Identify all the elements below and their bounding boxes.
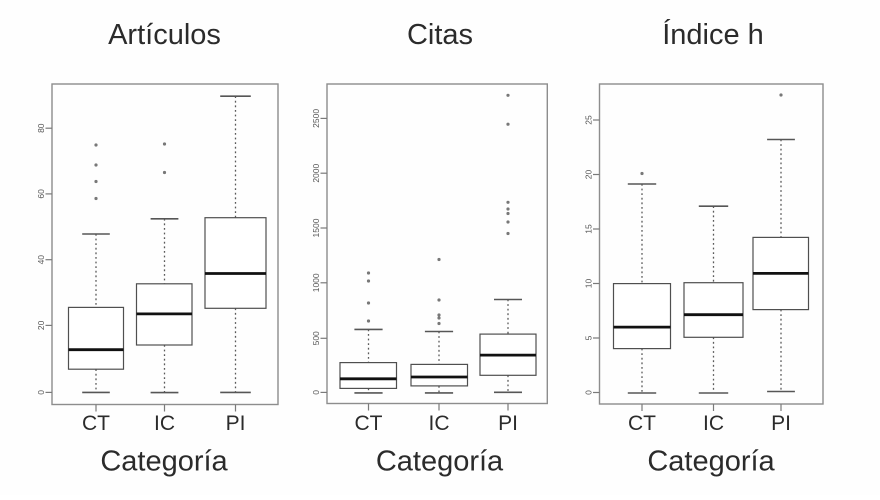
svg-text:20: 20	[36, 320, 46, 330]
svg-text:0: 0	[36, 390, 46, 395]
svg-text:10: 10	[584, 279, 594, 289]
svg-text:Artículos: Artículos	[108, 19, 221, 51]
svg-text:15: 15	[584, 224, 594, 234]
svg-text:40: 40	[36, 255, 46, 265]
svg-text:CT: CT	[355, 412, 383, 435]
svg-text:2500: 2500	[311, 109, 321, 128]
svg-text:IC: IC	[154, 412, 175, 435]
svg-text:IC: IC	[429, 412, 450, 435]
svg-text:IC: IC	[703, 412, 724, 435]
svg-text:60: 60	[36, 189, 46, 199]
svg-text:PI: PI	[771, 412, 791, 435]
svg-text:CT: CT	[82, 412, 110, 435]
svg-text:25: 25	[584, 115, 594, 125]
svg-text:Categoría: Categoría	[647, 446, 775, 478]
svg-text:Citas: Citas	[407, 19, 473, 51]
svg-text:1000: 1000	[311, 273, 321, 292]
svg-text:2000: 2000	[311, 163, 321, 182]
svg-text:PI: PI	[498, 412, 518, 435]
svg-text:0: 0	[584, 390, 594, 395]
svg-text:5: 5	[584, 335, 594, 340]
svg-text:Categoría: Categoría	[376, 446, 504, 478]
svg-text:PI: PI	[226, 412, 246, 435]
svg-text:500: 500	[311, 331, 321, 345]
svg-text:1500: 1500	[311, 218, 321, 237]
svg-text:20: 20	[584, 170, 594, 180]
svg-text:Índice h: Índice h	[662, 18, 764, 51]
svg-text:Categoría: Categoría	[100, 446, 228, 478]
svg-text:CT: CT	[628, 412, 656, 435]
svg-text:80: 80	[36, 123, 46, 133]
svg-text:0: 0	[311, 390, 321, 395]
